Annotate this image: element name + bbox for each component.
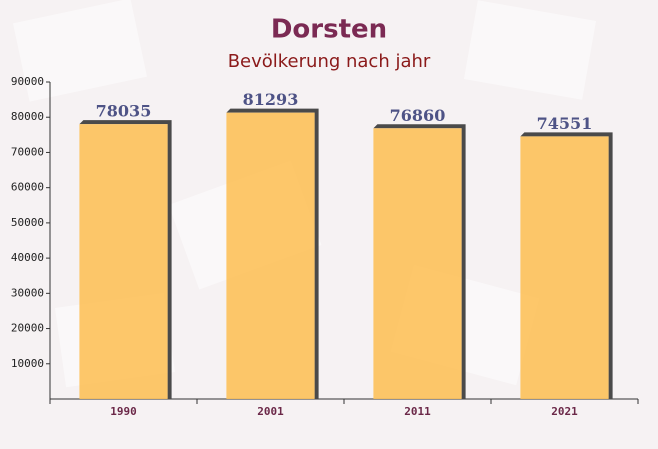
x-tick-label: 1990 <box>110 405 137 418</box>
y-tick-label: 20000 <box>11 322 44 335</box>
chart-title: Dorsten <box>271 15 387 45</box>
bar <box>79 124 168 400</box>
decor-envelope <box>463 0 597 100</box>
value-label: 81293 <box>243 90 299 109</box>
value-label: 76860 <box>390 106 446 125</box>
y-tick-label: 10000 <box>11 357 44 370</box>
value-label: 78035 <box>96 102 152 121</box>
y-tick-label: 30000 <box>11 286 44 299</box>
y-tick-label: 70000 <box>11 145 44 158</box>
y-tick-label: 80000 <box>11 110 44 123</box>
y-tick-label: 90000 <box>11 75 44 88</box>
x-tick-label: 2001 <box>257 405 284 418</box>
bar <box>520 136 609 400</box>
value-label: 74551 <box>537 114 593 133</box>
x-tick-label: 2021 <box>551 405 578 418</box>
y-tick-label: 40000 <box>11 251 44 264</box>
decor-envelope <box>12 0 148 102</box>
y-tick-label: 50000 <box>11 216 44 229</box>
y-tick-label: 60000 <box>11 181 44 194</box>
x-tick-label: 2011 <box>404 405 431 418</box>
chart-subtitle: Bevölkerung nach jahr <box>228 51 431 72</box>
bar <box>373 128 462 400</box>
bar <box>226 112 315 399</box>
